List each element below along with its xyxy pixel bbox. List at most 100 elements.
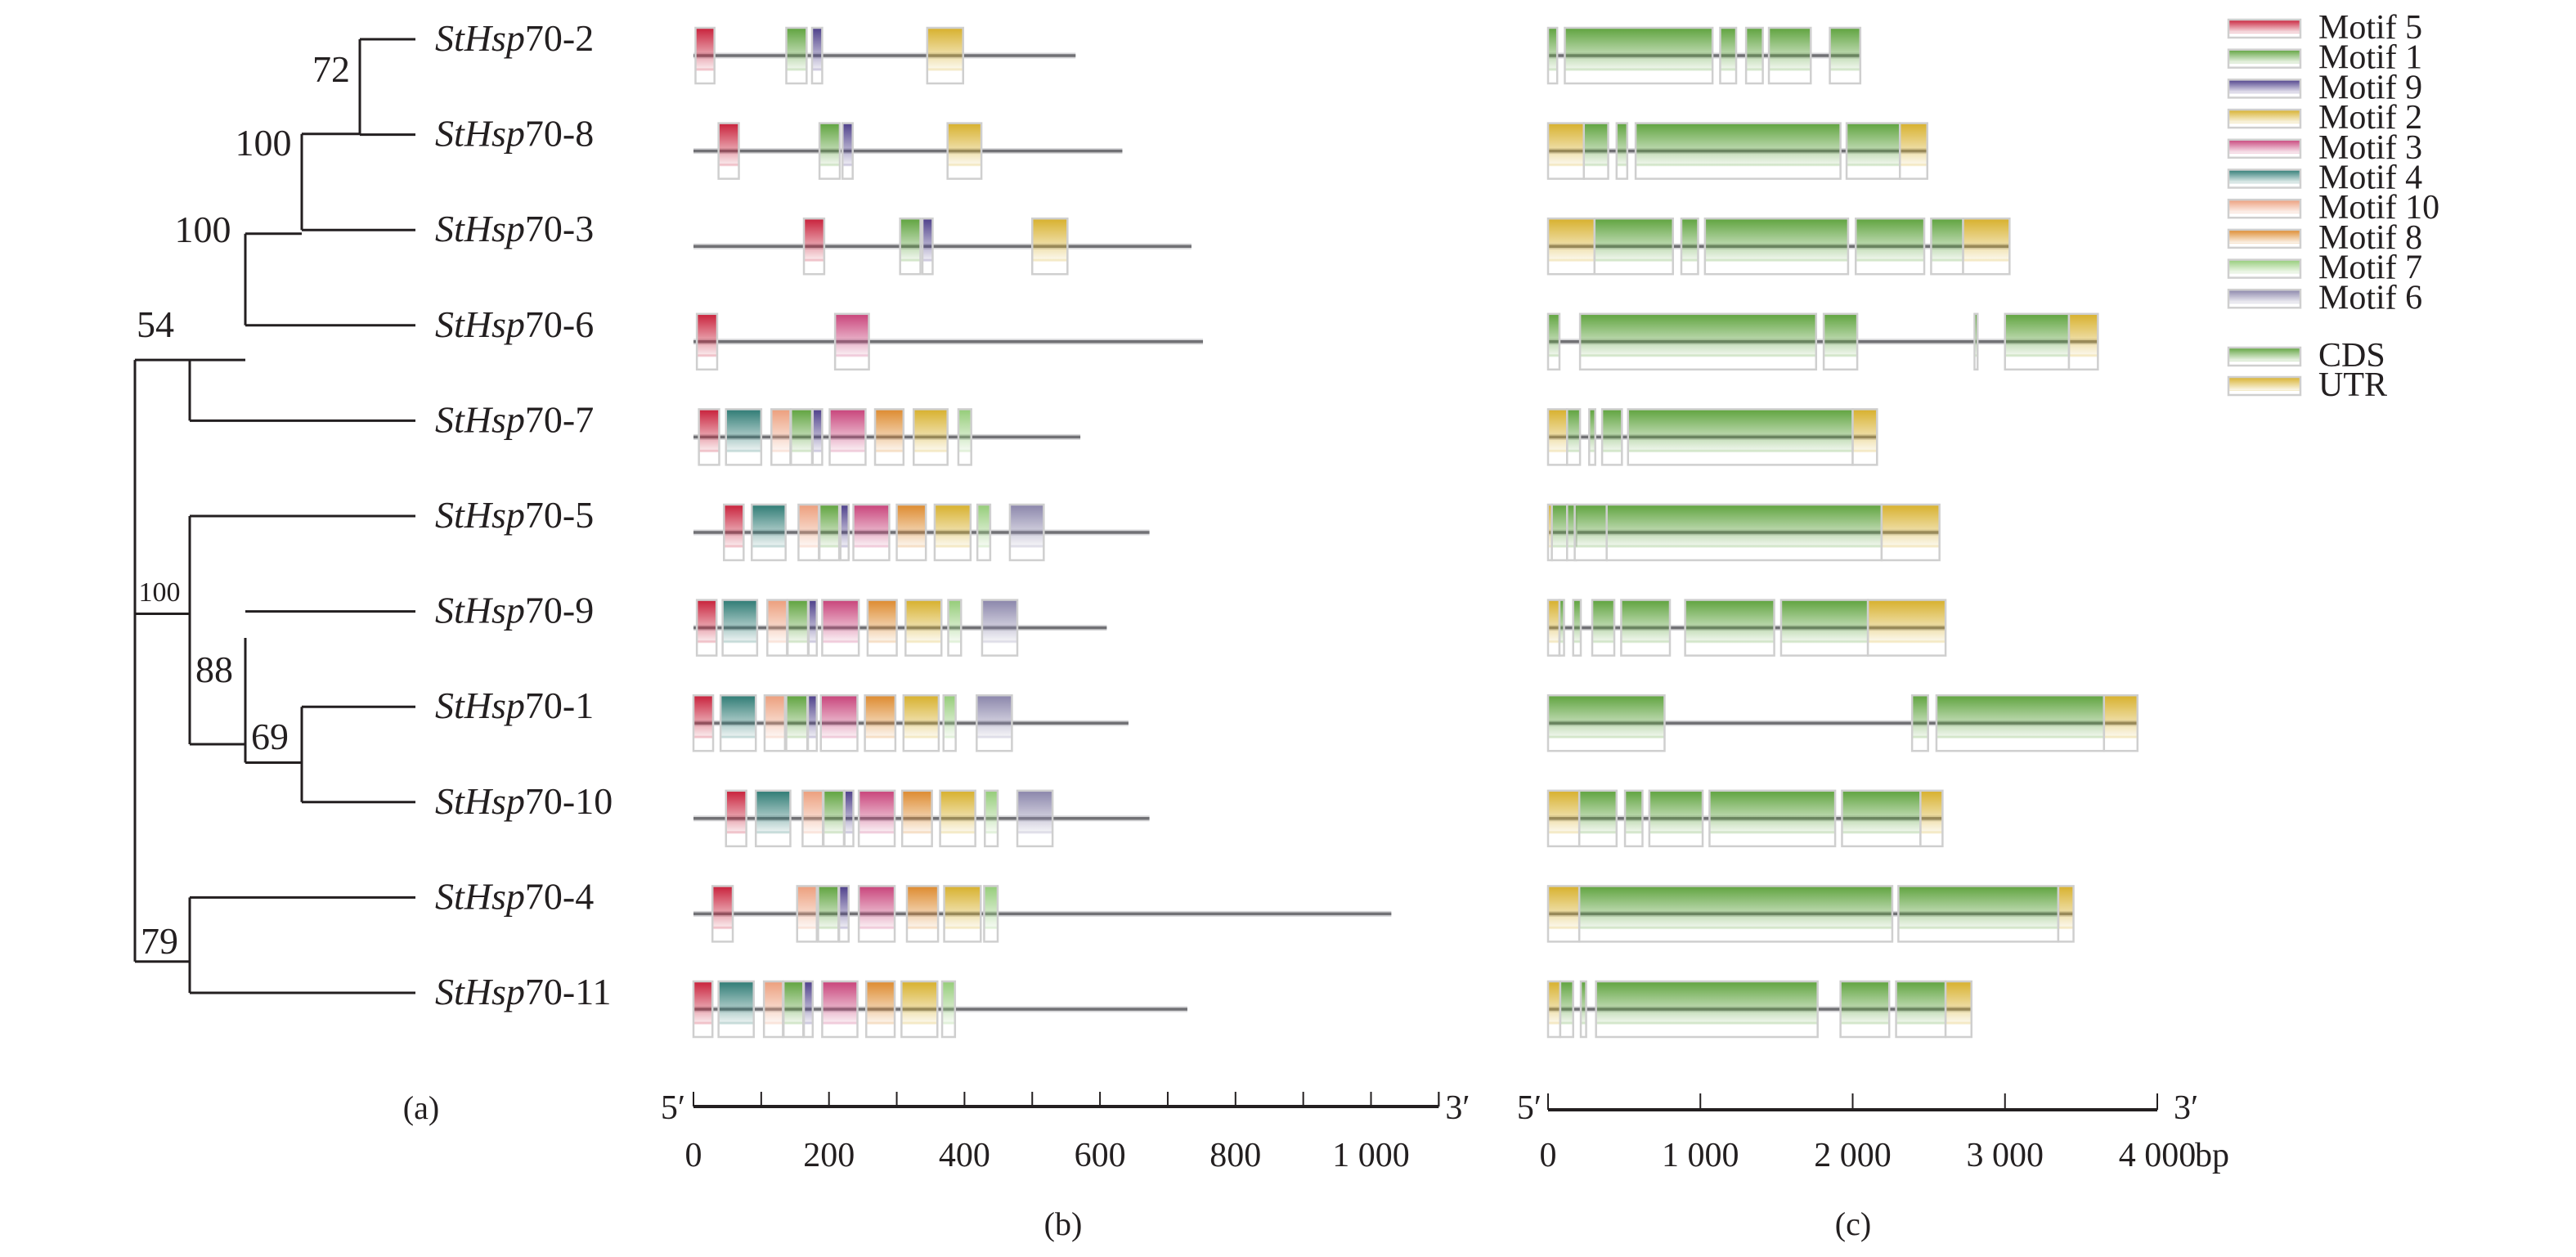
- cds-segment: [1930, 217, 1964, 276]
- bootstrap-value: 100: [236, 122, 292, 164]
- utr-segment: [1898, 122, 1929, 180]
- cds-segment: [1615, 122, 1629, 180]
- motif-row: [693, 503, 1150, 562]
- axis-c-tick-label: 1 000: [1662, 1137, 1739, 1174]
- motif-6-box: [1016, 789, 1054, 848]
- motif-5-box: [711, 885, 734, 943]
- motif-1-box: [785, 694, 809, 752]
- motif-8-box: [866, 599, 898, 657]
- legend-swatch-motif-3: [2227, 138, 2302, 159]
- motif-row: [693, 312, 1204, 371]
- motif-4-box: [719, 694, 757, 752]
- motif-1-box: [818, 122, 841, 180]
- cds-segment: [1839, 980, 1891, 1039]
- cds-segment: [1623, 789, 1644, 848]
- bootstrap-value: 100: [175, 209, 231, 250]
- motif-5-box: [717, 122, 740, 180]
- legend-swatch-motif-9: [2227, 79, 2302, 99]
- legend-swatch-motif-8: [2227, 228, 2302, 249]
- cds-segment: [1910, 694, 1929, 752]
- utr-segment: [2103, 694, 2139, 752]
- cds-segment: [2004, 312, 2071, 371]
- cds-segment: [1719, 26, 1738, 85]
- structure-row: [1546, 26, 1862, 85]
- utr-segment: [1546, 789, 1581, 848]
- motif-8-box: [864, 694, 897, 752]
- motif-8-box: [895, 503, 927, 562]
- motif-5-box: [698, 408, 720, 466]
- cds-segment: [1829, 26, 1862, 85]
- panel-label-a: (a): [403, 1089, 439, 1126]
- axis-b-tick-label: 200: [803, 1137, 855, 1174]
- motif-6-box: [976, 694, 1013, 752]
- utr-segment: [1546, 408, 1568, 466]
- cds-segment: [1593, 217, 1674, 276]
- cds-segment: [1744, 26, 1764, 85]
- motif-6-box: [1008, 503, 1045, 562]
- motif-3-box: [828, 408, 867, 466]
- motif-10-box: [801, 789, 824, 848]
- utr-segment: [1880, 503, 1941, 562]
- motif-3-box: [857, 789, 896, 848]
- motif-2-box: [943, 885, 982, 943]
- panel-label-b: (b): [1044, 1205, 1083, 1242]
- motif-1-box: [790, 408, 814, 466]
- panel-label-c: (c): [1835, 1205, 1871, 1242]
- motif-7-box: [940, 980, 957, 1039]
- motif-row: [693, 599, 1107, 657]
- axis-c-5prime: 5′: [1517, 1089, 1542, 1127]
- structure-row: [1546, 503, 1941, 562]
- legend-swatch-motif-2: [2227, 108, 2302, 129]
- cds-segment: [1559, 980, 1574, 1039]
- cds-segment: [1845, 122, 1901, 180]
- cds-segment: [1578, 312, 1818, 371]
- motif-row: [693, 217, 1192, 276]
- cds-segment: [1577, 885, 1894, 943]
- motif-row: [693, 885, 1392, 943]
- motif-4-box: [721, 599, 759, 657]
- axis-b-tick-label: 600: [1075, 1137, 1126, 1174]
- bootstrap-value: 72: [312, 48, 350, 90]
- legend-label: Motif 7: [2318, 249, 2422, 287]
- cds-segment: [1684, 599, 1775, 657]
- cds-segment: [1546, 694, 1666, 752]
- gene-label: StHsp70-8: [435, 113, 594, 155]
- motif-7-box: [957, 408, 972, 466]
- utr-segment: [1866, 599, 1947, 657]
- motif-row: [692, 694, 1129, 752]
- motif-5-box: [695, 599, 718, 657]
- axis-b-tick-label: 0: [685, 1137, 702, 1174]
- bootstrap-value: 88: [195, 649, 233, 690]
- gene-label: StHsp70-11: [435, 971, 612, 1012]
- axis-b-tick-label: 800: [1209, 1137, 1261, 1174]
- motif-7-box: [976, 503, 992, 562]
- motif-2-box: [902, 694, 940, 752]
- motif-6-box: [981, 599, 1019, 657]
- cds-segment: [1935, 694, 2106, 752]
- cds-segment: [1577, 789, 1618, 848]
- legend-label: Motif 2: [2318, 99, 2422, 137]
- axis-b-tick-label: 400: [939, 1137, 990, 1174]
- gene-label: StHsp70-4: [435, 875, 594, 917]
- structure-row: [1546, 885, 2075, 943]
- legend-label: Motif 6: [2318, 279, 2422, 316]
- motif-5-box: [692, 980, 714, 1039]
- phylogenetic-tree: 72 100 100 54 100 88 69 79: [133, 38, 415, 994]
- cds-segment: [1708, 789, 1837, 848]
- motif-5-box: [695, 312, 719, 371]
- motif-1-box: [822, 789, 846, 848]
- cds-segment: [1822, 312, 1859, 371]
- cds-segment: [1591, 599, 1616, 657]
- motif-10-box: [763, 694, 787, 752]
- cds-segment: [1551, 503, 1568, 562]
- axis-c-3prime: 3′: [2174, 1089, 2198, 1127]
- utr-segment: [2057, 885, 2075, 943]
- motif-2-box: [933, 503, 972, 562]
- utr-segment: [1546, 122, 1586, 180]
- cds-segment: [1605, 503, 1883, 562]
- structure-row: [1546, 694, 2139, 752]
- motif-3-box: [857, 885, 896, 943]
- cds-segment: [1973, 312, 1979, 371]
- motif-9-box: [807, 599, 819, 657]
- motif-2-box: [913, 408, 949, 466]
